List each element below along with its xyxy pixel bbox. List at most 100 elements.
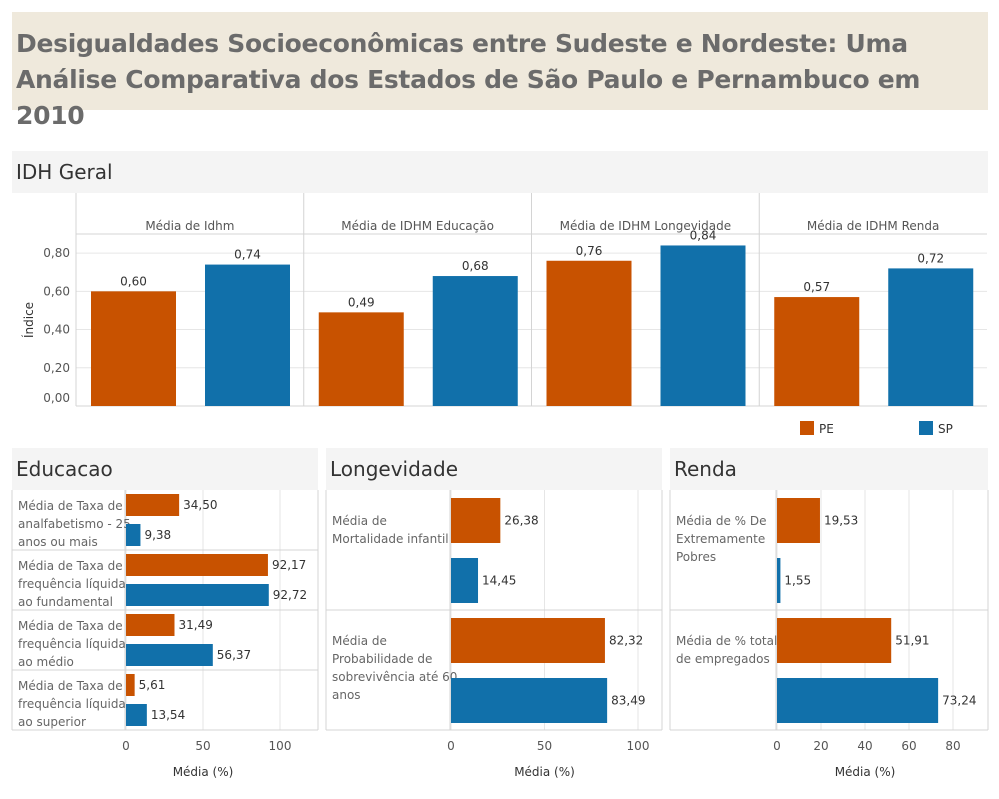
renda-x-tick-label: 60 [901,739,916,753]
educacao-bar-value-label: 9,38 [144,528,171,542]
educacao-bar-value-label: 31,49 [178,618,212,632]
longevidade-category-label: Mortalidade infantil [332,532,449,546]
educacao-bar-pe [126,674,135,696]
renda-x-tick-label: 40 [857,739,872,753]
longevidade-bar-sp [451,678,608,723]
renda-bar-sp [777,678,939,723]
idh-y-tick-label: 0,20 [43,361,70,375]
idh-group-header: Média de IDHM Renda [807,219,939,233]
renda-category-label: de empregados [676,652,770,666]
educacao-category-label: Média de Taxa de [18,619,123,633]
longevidade-panel-header: Longevidade [326,448,662,490]
longevidade-bar-value-label: 26,38 [504,514,538,528]
idh-y-tick-label: 0,60 [43,284,70,298]
educacao-bar-value-label: 92,72 [273,588,307,602]
educacao-category-label: ao superior [18,715,86,729]
educacao-panel-title: Educacao [16,457,113,481]
renda-x-tick-label: 0 [773,739,781,753]
renda-bar-pe [777,498,820,543]
educacao-category-label: Média de Taxa de [18,679,123,693]
renda-panel-title: Renda [674,457,737,481]
renda-category-label: Média de % De [676,514,767,528]
longevidade-category-label: Probabilidade de [332,652,432,666]
idh-bar-value-label: 0,57 [803,280,830,294]
longevidade-bar-sp [451,558,479,603]
idh-group-header: Média de IDHM Longevidade [560,219,731,233]
renda-x-tick-label: 80 [945,739,960,753]
renda-category-label: Pobres [676,550,716,564]
legend-swatch-sp [919,421,933,435]
educacao-x-tick-label: 0 [122,739,130,753]
renda-panel-header: Renda [670,448,988,490]
idh-group-header: Média de IDHM Educação [341,219,494,233]
longevidade-bar-pe [451,618,605,663]
idh-bar-value-label: 0,49 [348,295,375,309]
educacao-category-label: ao fundamental [18,595,113,609]
renda-bar-value-label: 51,91 [895,634,929,648]
longevidade-category-label: Média de [332,634,387,648]
renda-x-tick-label: 20 [813,739,828,753]
longevidade-bar-value-label: 14,45 [482,574,516,588]
idh-bar-pe [774,297,860,406]
renda-category-label: Média de % total [676,634,777,648]
idh-y-axis-title: Índice [21,302,36,338]
educacao-bar-sp [126,524,141,546]
idh-panel-title: IDH Geral [16,160,113,184]
educacao-category-label: ao médio [18,655,74,669]
renda-category-label: Extremamente [676,532,765,546]
educacao-category-label: frequência líquida [18,637,126,651]
longevidade-x-tick-label: 0 [447,739,455,753]
longevidade-panel-title: Longevidade [330,457,459,481]
educacao-bar-value-label: 92,17 [272,558,306,572]
idh-bar-value-label: 0,68 [462,259,489,273]
longevidade-category-label: anos [332,688,361,702]
educacao-bar-pe [126,494,180,516]
idh-bar-sp [432,276,518,406]
idh-bar-value-label: 0,74 [234,248,261,262]
idh-bar-sp [660,245,746,406]
educacao-panel-header: Educacao [12,448,318,490]
idh-bar-pe [546,260,632,406]
renda-bar-sp [777,558,781,603]
educacao-x-axis-title: Média (%) [173,765,234,779]
idh-group-header: Média de Idhm [145,219,234,233]
educacao-bar-value-label: 56,37 [217,648,251,662]
idh-y-tick-label: 0,80 [43,246,70,260]
educacao-category-label: analfabetismo - 25 [18,517,131,531]
idh-panel-header: IDH Geral [12,151,988,193]
educacao-category-label: Média de Taxa de [18,499,123,513]
educacao-bar-sp [126,584,269,606]
idh-bar-value-label: 0,76 [576,244,603,258]
longevidade-category-label: sobrevivência até 60 [332,670,457,684]
dashboard-title: Desigualdades Socioeconômicas entre Sude… [16,29,921,130]
idh-y-tick-label: 0,00 [43,391,70,405]
educacao-bar-pe [126,554,268,576]
idh-bar-value-label: 0,72 [917,251,944,265]
idh-bar-pe [91,291,176,406]
renda-bar-pe [777,618,892,663]
idh-bar-sp [205,264,290,406]
renda-x-axis-title: Média (%) [835,765,896,779]
dashboard-title-banner: Desigualdades Socioeconômicas entre Sude… [12,12,988,130]
educacao-bar-sp [126,644,213,666]
longevidade-bar-value-label: 83,49 [611,694,645,708]
educacao-category-label: frequência líquida [18,697,126,711]
renda-bar-value-label: 73,24 [942,694,976,708]
legend-swatch-pe [800,421,814,435]
educacao-bar-pe [126,614,175,636]
educacao-x-tick-label: 50 [195,739,210,753]
educacao-x-tick-label: 100 [269,739,292,753]
renda-bar-value-label: 1,55 [784,574,811,588]
educacao-category-label: frequência líquida [18,577,126,591]
educacao-category-label: anos ou mais [18,535,98,549]
idh-bar-value-label: 0,84 [690,228,717,242]
educacao-category-label: Média de Taxa de [18,559,123,573]
legend-label-pe: PE [819,422,834,436]
longevidade-bar-value-label: 82,32 [609,634,643,648]
idh-bar-pe [318,312,404,406]
legend-label-sp: SP [938,422,953,436]
educacao-bar-value-label: 5,61 [139,678,166,692]
educacao-bar-value-label: 34,50 [183,498,217,512]
idh-bar-value-label: 0,60 [120,274,147,288]
longevidade-bar-pe [451,498,501,543]
